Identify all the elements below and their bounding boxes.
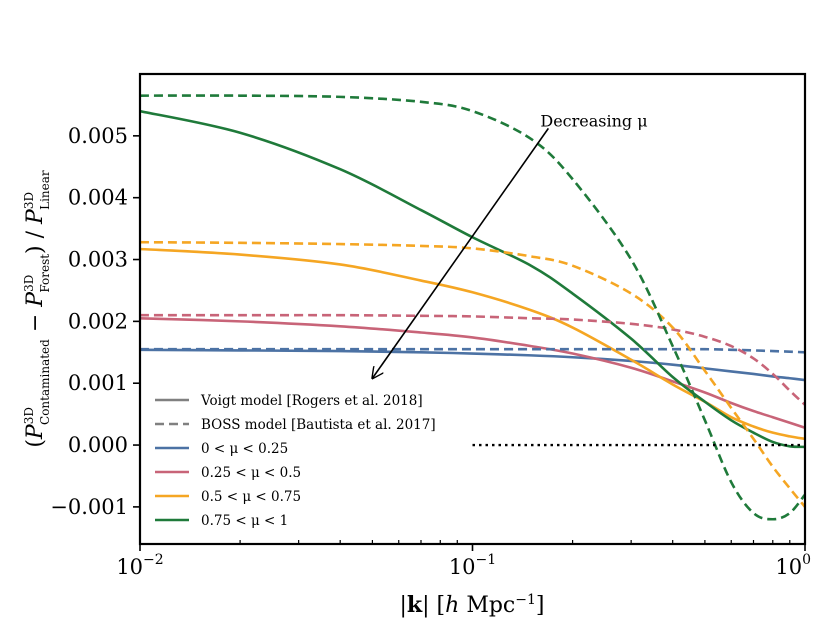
legend-label: Voigt model [Rogers et al. 2018]	[200, 393, 423, 409]
y-tick-label: 0.001	[68, 371, 128, 395]
x-axis-label: |k| [h Mpc−1]	[399, 592, 544, 618]
series-lines	[140, 94, 805, 521]
y-tick-label: 0.004	[68, 186, 128, 210]
y-tick-label: 0.005	[68, 124, 128, 148]
annotation: Decreasing μ	[372, 111, 648, 378]
x-axis: 10−2 10−1 100	[116, 544, 811, 579]
legend-label: 0.75 < μ < 1	[201, 513, 288, 529]
legend-label: 0 < μ < 0.25	[201, 441, 288, 457]
series-line-boss	[140, 313, 805, 406]
y-axis: −0.001 0.000 0.001 0.002 0.003 0.004 0.005	[50, 124, 140, 519]
series-line-boss	[140, 94, 805, 521]
series-line-voigt	[140, 109, 805, 449]
legend-label: BOSS model [Bautista et al. 2017]	[201, 417, 436, 433]
annotation-arrow	[372, 127, 550, 378]
series-line-voigt	[140, 316, 805, 429]
x-tick-label: 100	[775, 552, 811, 579]
series-line-boss	[140, 240, 805, 508]
y-axis-label: (P3D Contaminated − P3D Forest) / P3D Linea…	[22, 170, 52, 448]
annotation-label: Decreasing μ	[540, 111, 647, 130]
legend: Voigt model [Rogers et al. 2018] BOSS mod…	[155, 393, 436, 529]
legend-label: 0.25 < μ < 0.5	[201, 465, 301, 481]
y-tick-label: 0.003	[68, 248, 128, 272]
legend-label: 0.5 < μ < 0.75	[201, 489, 301, 505]
y-tick-label: 0.000	[68, 433, 128, 457]
series-line-boss	[140, 347, 805, 354]
series-line-voigt	[140, 247, 805, 441]
y-tick-label: 0.002	[68, 309, 128, 333]
y-tick-label: −0.001	[50, 495, 128, 519]
x-tick-label: 10−2	[116, 552, 163, 579]
x-tick-label: 10−1	[449, 552, 496, 579]
series-line-voigt	[140, 348, 805, 382]
